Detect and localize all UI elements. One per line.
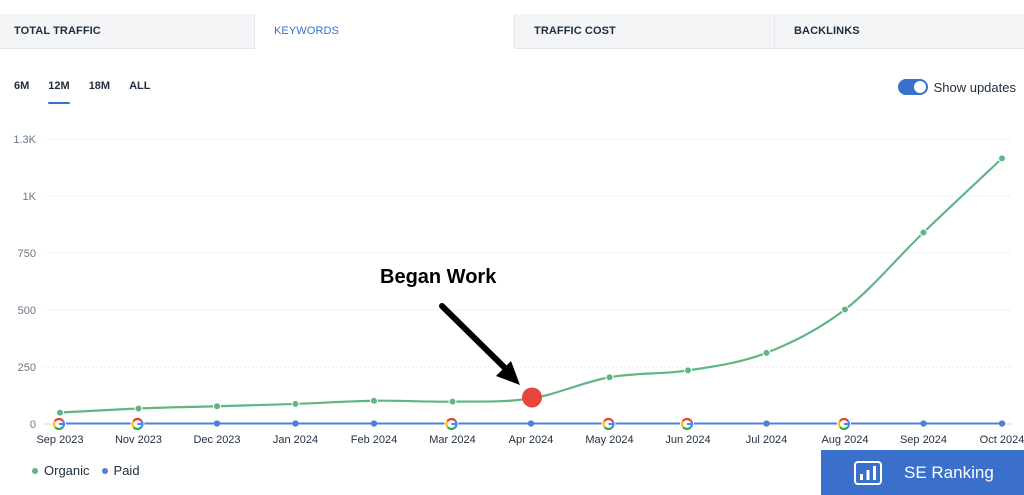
- organic-series-line: [59, 157, 1003, 414]
- paid-dot-icon: [101, 467, 108, 474]
- google-g-icon[interactable]: [52, 417, 66, 431]
- tab-backlinks[interactable]: BACKLINKS: [775, 14, 1024, 49]
- tab-keywords[interactable]: KEYWORDS: [255, 14, 515, 49]
- bar-chart-icon: [854, 460, 882, 485]
- show-updates-control: Show updates: [897, 79, 1016, 95]
- x-tick-label: Jan 2024: [273, 434, 318, 446]
- x-tick-label: Oct 2024: [980, 434, 1024, 446]
- google-g-icon[interactable]: [837, 417, 851, 431]
- show-updates-toggle[interactable]: [897, 79, 928, 95]
- organic-data-point[interactable]: [841, 305, 849, 314]
- paid-data-point[interactable]: [213, 420, 221, 427]
- x-tick-label: Apr 2024: [509, 434, 554, 446]
- x-tick-label: Sep 2024: [900, 434, 947, 446]
- paid-data-point[interactable]: [763, 420, 770, 427]
- google-g-icon[interactable]: [680, 417, 694, 431]
- show-updates-label: Show updates: [933, 79, 1016, 95]
- organic-data-point[interactable]: [56, 408, 64, 417]
- organic-data-point[interactable]: [370, 396, 378, 405]
- legend-organic[interactable]: Organic: [32, 463, 90, 478]
- tab-bar: TOTAL TRAFFIC KEYWORDS TRAFFIC COST BACK…: [0, 14, 1024, 49]
- y-tick-label: 1K: [23, 191, 37, 203]
- organic-series-halo: [59, 156, 1005, 416]
- organic-data-point[interactable]: [448, 397, 457, 406]
- organic-data-point[interactable]: [919, 228, 928, 237]
- y-tick-label: 500: [18, 305, 36, 317]
- paid-data-point[interactable]: [527, 420, 535, 427]
- organic-data-point[interactable]: [684, 366, 692, 375]
- paid-data-point[interactable]: [292, 420, 299, 427]
- range-6m[interactable]: 6M: [14, 80, 30, 92]
- brand-name: SE Ranking: [904, 462, 994, 482]
- date-range-selector: 6M 12M 18M ALL: [14, 80, 169, 104]
- x-tick-label: Nov 2023: [115, 434, 162, 446]
- tab-traffic-cost[interactable]: TRAFFIC COST: [515, 14, 775, 49]
- paid-data-point[interactable]: [370, 420, 378, 427]
- range-18m[interactable]: 18M: [88, 80, 111, 92]
- y-tick-label: 0: [30, 419, 36, 431]
- organic-data-point[interactable]: [291, 399, 300, 408]
- y-tick-label: 750: [18, 248, 36, 260]
- google-g-icon[interactable]: [444, 417, 459, 431]
- organic-data-point[interactable]: [605, 373, 614, 382]
- organic-data-point[interactable]: [213, 402, 221, 411]
- range-all[interactable]: ALL: [129, 80, 151, 92]
- annotation-arrow: [439, 303, 520, 385]
- legend-organic-label: Organic: [44, 463, 90, 478]
- organic-data-point[interactable]: [998, 154, 1006, 163]
- legend-paid-label: Paid: [113, 463, 140, 478]
- paid-data-point[interactable]: [920, 420, 927, 427]
- toggle-knob: [913, 81, 926, 93]
- x-tick-label: Jul 2024: [746, 434, 788, 446]
- se-ranking-badge[interactable]: SE Ranking: [821, 450, 1024, 495]
- y-tick-label: 1.3K: [13, 134, 36, 146]
- organic-data-point[interactable]: [134, 404, 143, 413]
- x-tick-label: Dec 2023: [193, 434, 240, 446]
- x-tick-label: Sep 2023: [36, 434, 83, 446]
- paid-data-point[interactable]: [998, 420, 1006, 427]
- google-g-icon[interactable]: [130, 417, 145, 431]
- range-12m[interactable]: 12M: [48, 80, 71, 104]
- x-tick-label: Aug 2024: [821, 434, 868, 446]
- legend-paid[interactable]: Paid: [101, 463, 140, 478]
- y-tick-label: 250: [18, 362, 36, 374]
- tab-total-traffic[interactable]: TOTAL TRAFFIC: [0, 14, 255, 49]
- x-tick-label: May 2024: [585, 434, 633, 446]
- google-g-icon[interactable]: [601, 417, 616, 431]
- organic-data-point[interactable]: [762, 348, 771, 357]
- chart-legend: Organic Paid: [32, 463, 152, 478]
- began-work-marker[interactable]: [522, 387, 542, 408]
- x-tick-label: Jun 2024: [665, 434, 710, 446]
- organic-dot-icon: [32, 467, 38, 474]
- began-work-annotation: Began Work: [380, 266, 497, 288]
- x-tick-label: Feb 2024: [351, 434, 397, 446]
- x-tick-label: Mar 2024: [429, 434, 475, 446]
